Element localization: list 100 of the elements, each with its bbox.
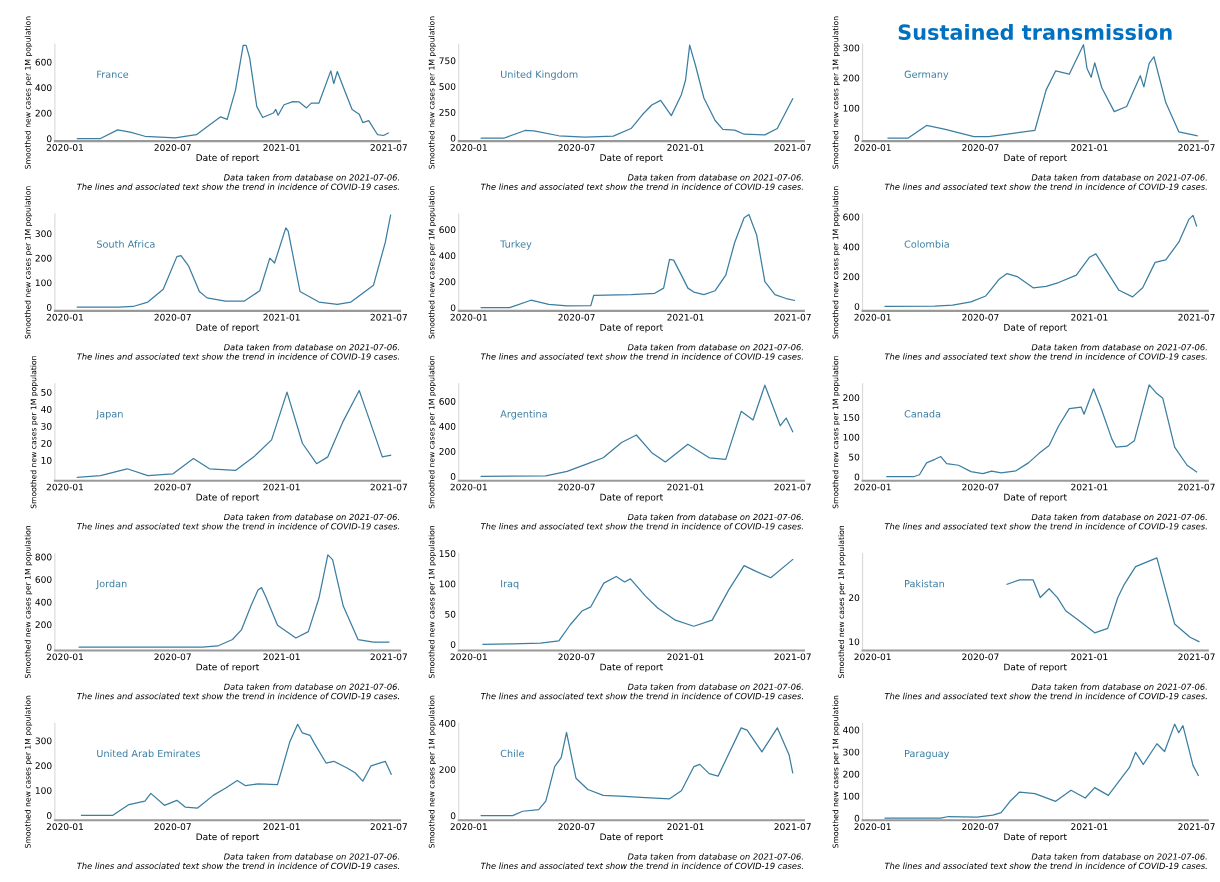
y-tick-label: 100	[439, 580, 456, 588]
text: Data taken from database on 2021-07-06. The lines and associated text show the trend in incidence of COVID-19 cases.	[480, 853, 803, 870]
x-tick-label: 2021-01	[667, 483, 704, 491]
y-tick-label: 600	[843, 213, 860, 221]
x-tick-label: 2020-07	[558, 653, 595, 661]
y-tick-label: 100	[843, 792, 860, 800]
x-tick-label: 2021-01	[667, 144, 704, 151]
x-tick-label: 2021-01	[263, 483, 300, 491]
x-tick-label: 2021-01	[1071, 653, 1108, 661]
x-tick-label: 2021-07	[1178, 313, 1215, 321]
x-tick-label: 2021-07	[774, 823, 811, 831]
x-axis-title: Date of report	[1004, 323, 1067, 333]
x-tick-label: 2020-07	[962, 483, 999, 491]
x-tick-label: 2021-01	[667, 653, 704, 661]
x-tick-label: 2021-07	[1178, 144, 1215, 151]
y-tick-label: 0	[46, 303, 52, 311]
x-tick-label: 2021-07	[774, 483, 811, 491]
x-axis-title: Date of report	[196, 493, 260, 503]
text: Turkey	[500, 240, 532, 250]
x-tick-label: 2021-07	[370, 144, 407, 151]
x-axis-title: Date of report	[1004, 493, 1067, 503]
y-tick-label: 200	[843, 394, 860, 402]
x-tick-label: 2020-07	[558, 313, 595, 321]
y-tick-label: 0	[46, 812, 52, 819]
x-axis-title: Date of report	[196, 663, 260, 673]
y-tick-label: 500	[439, 83, 456, 90]
y-tick-label: 10	[849, 638, 860, 646]
text: Data taken from database on 2021-07-06. The lines and associated text show the trend in incidence of COVID-19 cases.	[77, 343, 399, 360]
y-tick-label: 0	[854, 303, 860, 310]
x-tick-label: 2020-01	[450, 313, 487, 321]
x-axis-title: Date of report	[1004, 833, 1067, 842]
x-tick-label: 2021-01	[667, 313, 704, 321]
x-tick-label: 2020-01	[46, 823, 83, 831]
y-tick-label: 300	[843, 44, 860, 52]
x-tick-label: 2021-01	[263, 313, 300, 321]
y-tick-label: 750	[439, 57, 456, 65]
text: Data taken from database on 2021-07-06. The lines and associated text show the trend in incidence of COVID-19 cases.	[884, 343, 1207, 360]
x-tick-label: 2020-01	[854, 483, 891, 491]
text: United Arab Emirates	[97, 749, 200, 758]
x-tick-label: 2021-07	[1178, 653, 1215, 661]
text: South Africa	[96, 240, 155, 248]
x-tick-label: 2020-07	[962, 653, 999, 661]
y-tick-label: 200	[35, 254, 52, 262]
x-tick-label: 2020-01	[46, 144, 83, 151]
x-tick-label: 2021-07	[370, 313, 407, 321]
y-tick-label: 0	[854, 473, 860, 481]
x-axis-title: Date of report	[196, 833, 260, 842]
x-tick-label: 2021-01	[1071, 144, 1108, 151]
line-series	[480, 384, 794, 477]
x-tick-label: 2020-01	[450, 483, 487, 491]
x-tick-label: 2020-01	[854, 313, 891, 321]
x-tick-label: 2021-07	[1178, 823, 1215, 831]
text: Data taken from database on 2021-07-06. The lines and associated text show the trend in incidence of COVID-19 cases.	[884, 683, 1207, 700]
y-tick-label: 150	[439, 550, 456, 558]
text: Japan	[95, 410, 123, 420]
y-tick-label: 200	[35, 109, 52, 117]
y-tick-label: 200	[439, 448, 456, 455]
y-tick-label: 200	[439, 278, 456, 286]
y-tick-label: 200	[843, 770, 860, 778]
x-tick-label: 2021-07	[774, 313, 811, 321]
y-tick-label: 100	[35, 787, 52, 794]
text: Data taken from database on 2021-07-06. The lines and associated text show the trend in incidence of COVID-19 cases.	[480, 513, 803, 530]
line-series	[480, 44, 794, 139]
y-tick-label: 400	[439, 719, 456, 727]
y-tick-label: 600	[439, 226, 456, 234]
x-tick-label: 2021-01	[263, 144, 300, 151]
x-tick-label: 2020-01	[46, 483, 83, 491]
y-tick-label: 0	[46, 643, 52, 651]
text: Data taken from database on 2021-07-06. The lines and associated text show the trend in incidence of COVID-19 cases.	[884, 174, 1207, 190]
x-axis-title: Date of report	[600, 663, 663, 673]
line-series	[78, 554, 390, 648]
line-series	[80, 723, 392, 816]
y-tick-label: 200	[35, 621, 52, 629]
y-tick-label: 20	[849, 594, 860, 602]
text: Chile	[500, 749, 524, 758]
y-tick-label: 0	[854, 814, 860, 822]
y-tick-label: 600	[35, 58, 52, 66]
y-tick-label: 600	[439, 397, 456, 405]
x-tick-label: 2020-07	[154, 823, 191, 831]
y-tick-label: 50	[849, 453, 860, 461]
y-tick-label: 0	[450, 812, 456, 820]
y-tick-label: 50	[41, 388, 52, 396]
x-tick-label: 2020-01	[450, 653, 487, 661]
y-tick-label: 0	[854, 134, 860, 142]
line-series	[884, 214, 1198, 308]
y-tick-label: 400	[843, 726, 860, 734]
x-tick-label: 2021-01	[667, 823, 704, 831]
text: Data taken from database on 2021-07-06. The lines and associated text show the trend in incidence of COVID-19 cases.	[77, 513, 399, 530]
text: Iraq	[501, 580, 519, 590]
text: Data taken from database on 2021-07-06. The lines and associated text show the trend in incidence of COVID-19 cases.	[884, 513, 1207, 530]
y-tick-label: 20	[41, 439, 52, 447]
y-tick-label: 300	[35, 737, 52, 745]
x-tick-label: 2021-01	[1071, 313, 1108, 321]
text: Data taken from database on 2021-07-06. The lines and associated text show the trend in incidence of COVID-19 cases.	[77, 683, 399, 700]
x-tick-label: 2020-07	[962, 823, 999, 831]
x-tick-label: 2021-01	[1071, 823, 1108, 831]
y-tick-label: 300	[35, 230, 52, 238]
text: Germany	[904, 70, 949, 80]
text: United Kingdom	[501, 70, 578, 80]
x-tick-label: 2021-07	[774, 653, 811, 661]
